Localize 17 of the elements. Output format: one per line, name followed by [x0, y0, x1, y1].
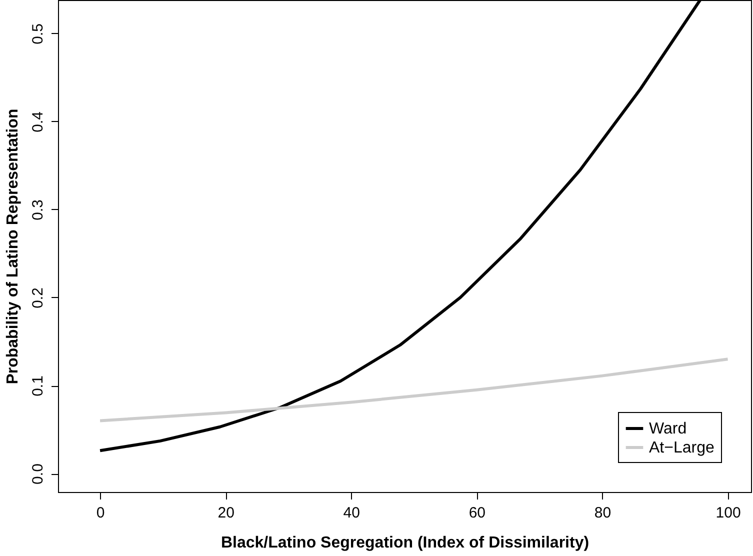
x-axis-title: Black/Latino Segregation (Index of Dissimilarity) [220, 534, 590, 552]
y-axis-title: Probability of Latino Representation [4, 108, 22, 384]
y-tick-label: 0.4 [30, 112, 46, 132]
x-tick-label: 40 [343, 504, 360, 522]
legend-label: At−Large [649, 440, 714, 456]
y-tick-label: 0.1 [30, 376, 46, 396]
x-tick-label: 100 [716, 504, 741, 522]
x-tick-label: 0 [96, 504, 105, 522]
x-tick-label: 80 [594, 504, 612, 522]
line-series [98, 358, 730, 422]
y-tick-label: 0.0 [30, 464, 46, 484]
x-tick-label: 60 [468, 504, 486, 522]
y-tick-label: 0.2 [30, 288, 46, 308]
y-tick-label: 0.3 [30, 200, 46, 220]
legend-label: Ward [649, 420, 687, 438]
x-tick-label: 20 [218, 504, 234, 522]
y-tick-label: 0.5 [30, 24, 46, 44]
